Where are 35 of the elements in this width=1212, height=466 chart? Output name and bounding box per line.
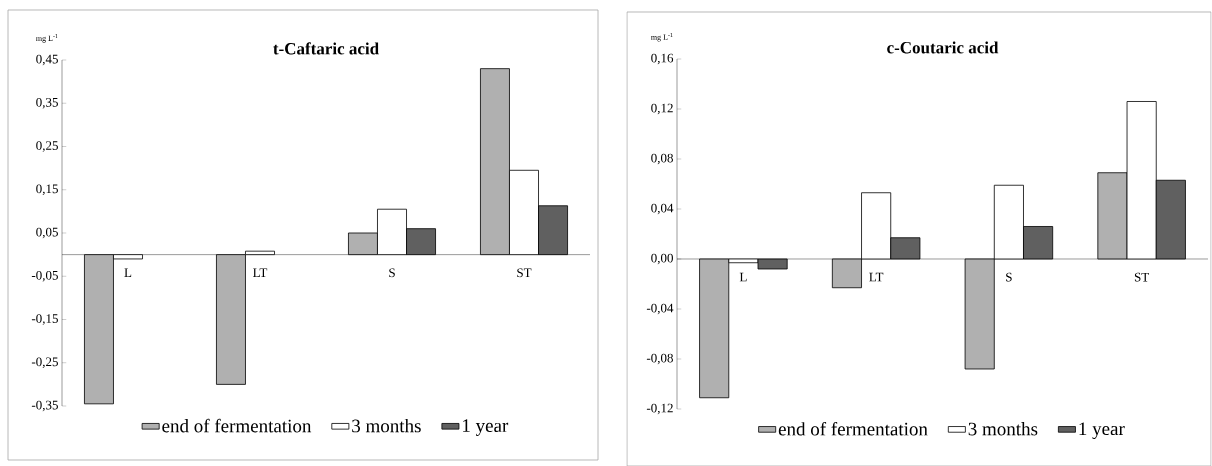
x-tick-label: S [389, 268, 395, 278]
y-tick-label: 0,35 [36, 97, 58, 109]
y-tick-label: 0,15 [36, 184, 58, 196]
legend-label: 3 months [968, 422, 1038, 436]
y-tick-label: -0,15 [31, 314, 58, 325]
y-tick-label: -0,04 [646, 303, 674, 315]
x-tick-label: LT [869, 272, 884, 282]
y-tick-label: 0,45 [36, 54, 58, 66]
y-axis-title: mg L$^{-1}$ [36, 34, 58, 43]
x-tick-label: LT [253, 268, 268, 277]
y-tick-label: -0,05 [31, 270, 58, 282]
legend-label: end of fermentation [162, 418, 312, 433]
y-tick-label: -0,25 [31, 357, 58, 369]
y-tick-label: -0,08 [646, 353, 673, 365]
y-tick-label: 0,25 [36, 141, 58, 152]
chart-title: c-Coutaric acid [887, 41, 999, 54]
y-tick-label: -0,12 [646, 403, 673, 415]
x-tick-label: ST [1134, 272, 1150, 282]
y-tick-label: -0,35 [31, 400, 58, 412]
x-tick-label: S [1006, 272, 1012, 282]
y-tick-label: 0,16 [651, 53, 674, 65]
y-tick-label: 0,05 [36, 227, 58, 239]
y-tick-label: 0,00 [651, 253, 673, 265]
legend-label: 1 year [463, 419, 509, 436]
legend-label: end of fermentation [778, 421, 928, 436]
x-tick-label: L [739, 272, 747, 282]
y-axis-title: mg L$^{-1}$ [651, 32, 673, 42]
y-tick-label: 0,04 [651, 203, 674, 215]
x-tick-label: ST [517, 268, 532, 278]
legend-label: 3 months [352, 418, 421, 433]
x-tick-label: L [124, 268, 132, 277]
legend-label: 1 year [1079, 422, 1125, 439]
y-tick-label: 0,08 [651, 153, 673, 165]
chart-title: t-Caftaric acid [273, 42, 379, 55]
y-tick-label: 0,12 [651, 103, 673, 115]
